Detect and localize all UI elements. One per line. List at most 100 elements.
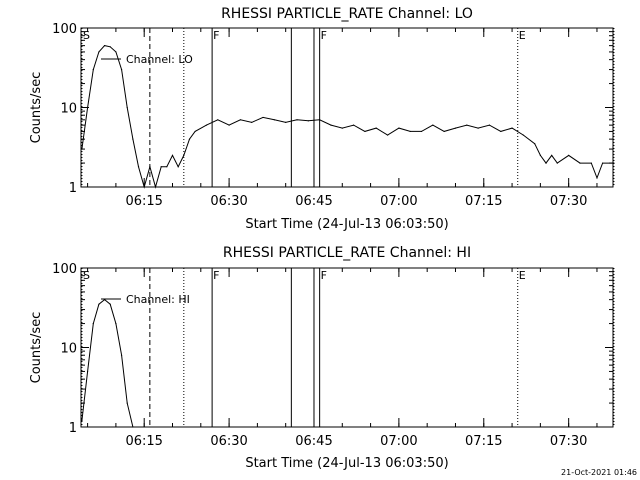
series-point [398,127,400,129]
series-point [81,148,83,150]
series-point [534,143,536,145]
series-point [149,166,151,168]
series-point [160,166,162,168]
y-axis-label: Counts/sec [29,72,44,144]
chart-title: RHESSI PARTICLE_RATE Channel: LO [221,6,473,22]
series-point [409,130,411,133]
plot-frame [80,27,614,188]
series-point [466,124,468,126]
chart-title: RHESSI PARTICLE_RATE Channel: HI [223,245,471,261]
series-point [81,420,83,422]
series-point [143,186,145,188]
series-point [132,426,134,428]
series-point [539,154,541,156]
series-point [132,138,134,140]
series-point [353,124,355,126]
x-tick-label: 07:15 [465,434,502,449]
series-point [98,51,100,53]
x-tick-label: 06:15 [125,434,162,449]
series-point [109,303,111,305]
series-point [177,166,179,168]
plot-frame [80,267,614,428]
x-tick-label: 06:30 [210,434,247,449]
series-point [217,119,219,121]
series-point [443,130,445,133]
x-tick-label: 06:30 [210,194,247,209]
series-point [522,134,524,136]
series-point [319,119,321,121]
series-point [120,354,123,356]
series-point [120,68,123,71]
x-tick-label: 07:30 [550,434,587,449]
series-point [87,370,89,373]
y-tick-label: 10 [60,102,77,117]
series-point [613,162,615,164]
series-point [432,124,434,126]
event-marker-label: F [321,269,327,282]
x-tick-label: 06:15 [125,194,162,209]
y-tick-label: 10 [60,342,77,357]
series-point [568,154,570,156]
footer-timestamp: 21-Oct-2021 01:46 [561,468,637,477]
x-tick-label: 06:45 [295,434,332,449]
series-point [375,127,377,129]
hi-channel-panel: RHESSI PARTICLE_RATE Channel: HI 1 10 100 06… [29,245,615,471]
series-point [420,130,423,133]
series-point [126,106,128,109]
series-point [364,130,366,133]
x-axis-label: Start Time (24-Jul-13 06:03:50) [245,456,448,471]
y-tick-label: 1 [69,421,77,436]
series-point [87,106,89,109]
series-point [109,46,111,48]
series-point [92,322,94,325]
y-tick-label: 100 [52,22,77,37]
series-point [296,119,298,121]
series-point [545,162,547,164]
series-point [205,124,208,126]
series-point [239,119,242,121]
series-point [551,154,553,156]
x-tick-label: 07:15 [465,194,502,209]
series-point [154,186,157,188]
series-point [477,127,479,129]
event-marker-label: F [213,269,219,282]
series-point [330,124,332,126]
event-marker-label: E [519,269,526,282]
x-tick-label: 07:00 [380,434,417,449]
series-point [590,162,592,164]
series-point [171,154,174,156]
series-point [285,121,287,123]
series-point [454,127,457,129]
x-axis-label: Start Time (24-Jul-13 06:03:50) [245,217,448,232]
series-point [115,51,117,53]
series-point [98,303,100,305]
series-point [341,127,343,129]
lo-channel-panel: RHESSI PARTICLE_RATE Channel: LO 1 10 100 06… [29,6,615,232]
series-point [488,124,491,126]
y-axis-label: Counts/sec [29,312,44,384]
event-marker-label: F [213,29,219,42]
event-marker-label: E [519,29,526,42]
series-line [81,45,614,189]
series-point [307,120,309,122]
series-point [166,166,168,168]
event-marker-label: S [83,269,90,282]
y-tick-label: 1 [69,181,77,196]
series-point [115,322,117,325]
series-point [92,68,94,71]
event-marker-label: S [83,29,90,42]
series-point [511,127,513,129]
event-marker-label: F [321,29,327,42]
x-tick-label: 07:30 [550,194,587,209]
series-point [579,162,581,164]
x-tick-label: 07:00 [380,194,417,209]
series-line [81,298,134,428]
legend-label: Channel: LO [126,53,193,66]
legend-label: Channel: HI [126,293,190,306]
series-point [273,119,275,121]
series-point [228,124,230,126]
series-point [188,138,191,140]
series-point [251,121,253,123]
series-point [262,116,264,119]
